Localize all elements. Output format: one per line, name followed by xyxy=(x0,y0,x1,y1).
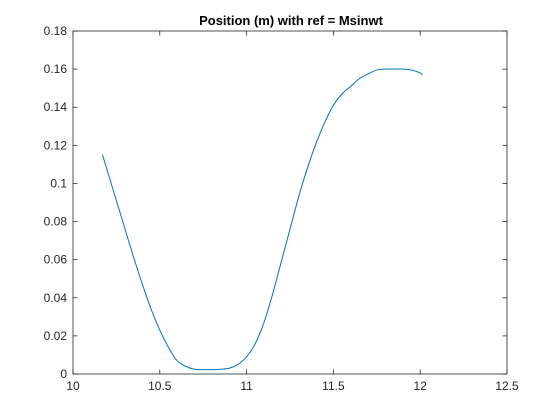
y-tick-label: 0 xyxy=(60,367,67,381)
plot-area-background xyxy=(73,31,507,374)
y-tick-label: 0.06 xyxy=(44,253,68,267)
y-tick-label: 0.04 xyxy=(44,291,68,305)
y-tick-label: 0.1 xyxy=(50,176,67,190)
x-tick-label: 11 xyxy=(240,379,253,393)
x-tick-label: 12 xyxy=(414,379,428,393)
x-tick-label: 12.5 xyxy=(495,379,519,393)
y-tick-label: 0.18 xyxy=(44,24,68,38)
y-tick-label: 0.08 xyxy=(44,215,68,229)
x-tick-label: 10.5 xyxy=(148,379,172,393)
y-tick-label: 0.12 xyxy=(44,138,68,152)
y-tick-labels: 0 0.02 0.04 0.06 0.08 0.1 0.12 0.14 0.16 0.18 xyxy=(44,24,68,381)
x-tick-labels: 10 10.5 11 11.5 12 12.5 xyxy=(66,379,519,393)
y-tick-label: 0.14 xyxy=(44,100,68,114)
series-line xyxy=(102,68,423,371)
series-lines xyxy=(102,68,423,371)
x-tick-label: 10 xyxy=(66,379,80,393)
y-tick-label: 0.16 xyxy=(44,62,68,76)
axes-box xyxy=(72,30,508,375)
x-tick-label: 11.5 xyxy=(322,379,345,393)
chart-title: Position (m) with ref = Msinwt xyxy=(199,13,383,28)
y-tick-label: 0.02 xyxy=(44,329,68,343)
